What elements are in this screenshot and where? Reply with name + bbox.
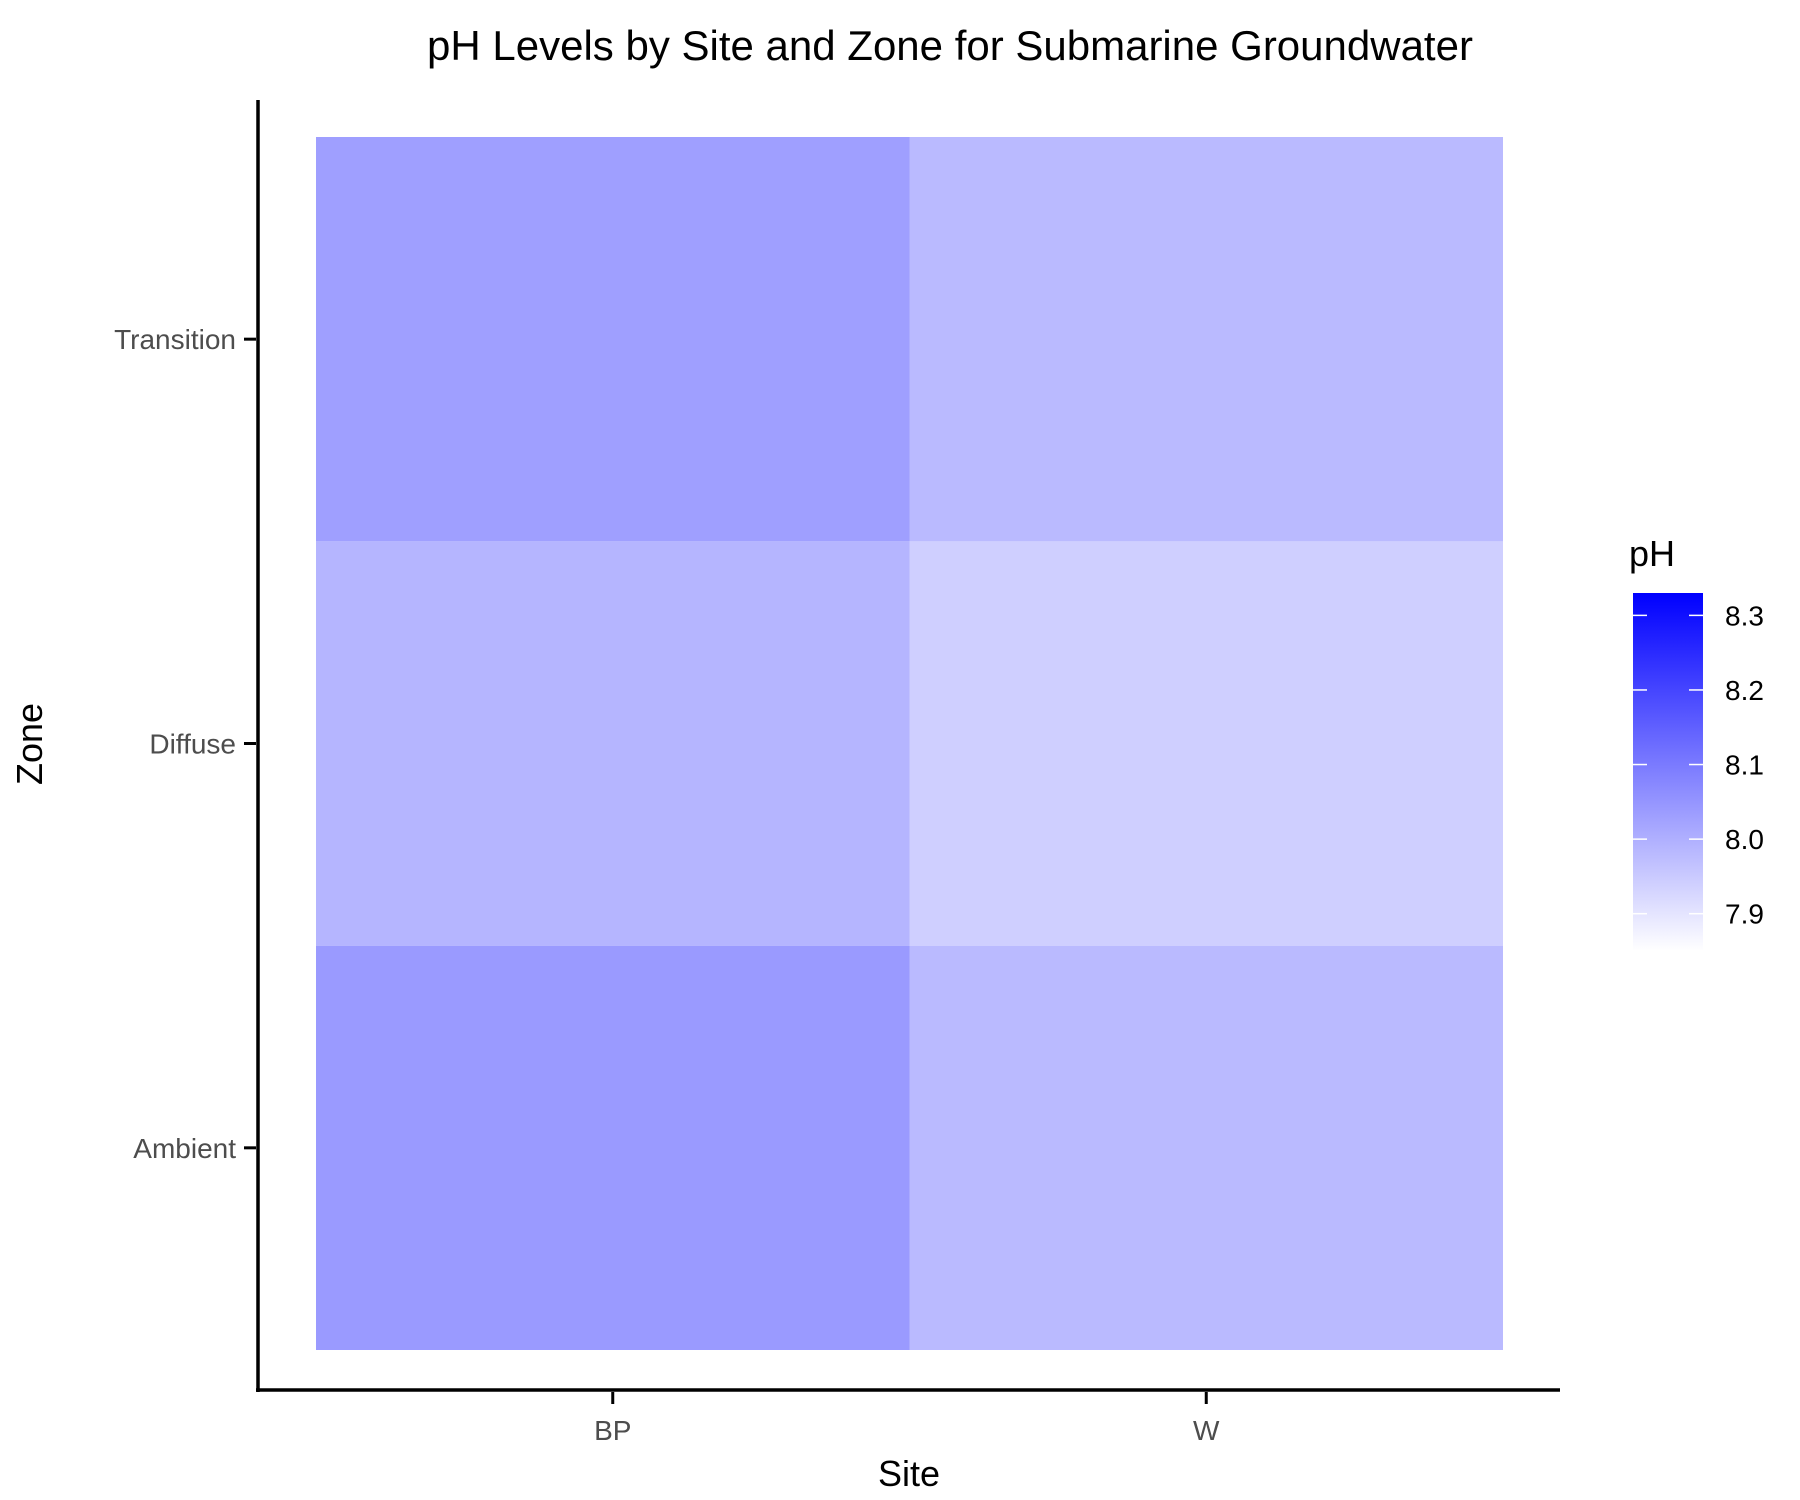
y-axis-ticks: Ambient Diffuse Transition <box>114 324 256 1164</box>
x-tick-label: BP <box>594 1415 631 1446</box>
heatmap-cell-w-diffuse <box>909 541 1503 946</box>
y-tick-label: Transition <box>114 324 236 355</box>
heatmap-cell-bp-diffuse <box>316 541 910 946</box>
y-tick-label: Ambient <box>133 1133 236 1164</box>
legend-tick-label: 8.1 <box>1725 750 1764 781</box>
heatmap-cell-bp-ambient <box>316 945 910 1350</box>
legend-tick-label: 8.2 <box>1725 675 1764 706</box>
y-tick-label: Diffuse <box>149 729 236 760</box>
heatmap-cell-w-transition <box>909 137 1503 542</box>
legend-tick-label: 7.9 <box>1725 899 1764 930</box>
legend-title: pH <box>1629 533 1675 574</box>
legend-tick-label: 8.3 <box>1725 600 1764 631</box>
x-axis-ticks: BP W <box>594 1392 1220 1446</box>
legend-tick-label: 8.0 <box>1725 824 1764 855</box>
color-legend: pH 8.3 8.2 8.1 8.0 7.9 <box>1629 533 1764 951</box>
legend-colorbar <box>1633 593 1703 951</box>
chart-title: pH Levels by Site and Zone for Submarine… <box>427 22 1473 69</box>
heatmap-cells <box>316 137 1503 1350</box>
heatmap-cell-w-ambient <box>909 945 1503 1350</box>
x-axis-title: Site <box>878 1453 940 1494</box>
x-tick-label: W <box>1193 1415 1220 1446</box>
legend-ticks: 8.3 8.2 8.1 8.0 7.9 <box>1633 600 1764 930</box>
y-axis-title: Zone <box>9 703 50 785</box>
heatmap-cell-bp-transition <box>316 137 910 542</box>
